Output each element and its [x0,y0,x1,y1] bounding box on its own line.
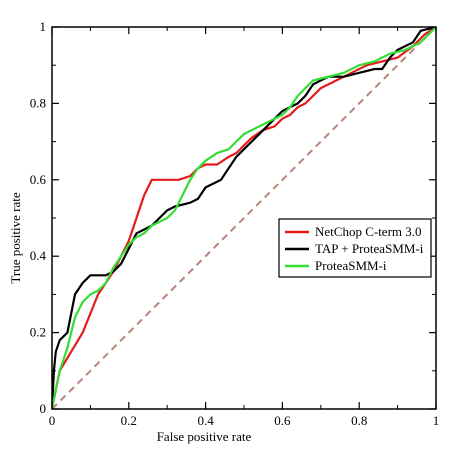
legend-label-3: ProteaSMM-i [315,258,387,273]
y-tick-label: 0 [40,401,47,416]
y-tick-label: 0.8 [30,95,46,110]
x-tick-label: 0.6 [274,413,291,428]
diagonal-reference-line [52,27,436,409]
y-tick-label: 0.6 [30,172,47,187]
series-line-2 [52,27,436,409]
legend-label-1: NetChop C-term 3.0 [315,224,422,239]
y-axis-title: True positive rate [8,192,23,283]
y-tick-label: 0.2 [30,325,46,340]
series-line-3 [52,27,436,409]
x-tick-label: 0.4 [197,413,214,428]
legend-label-2: TAP + ProteaSMM-i [315,241,424,256]
y-tick-label: 0.4 [30,248,47,263]
x-axis-title: False positive rate [157,429,252,444]
x-tick-label: 1 [433,413,440,428]
x-tick-label: 0.8 [351,413,367,428]
x-tick-label: 0 [49,413,56,428]
y-tick-label: 1 [40,19,47,34]
x-tick-label: 0.2 [121,413,137,428]
